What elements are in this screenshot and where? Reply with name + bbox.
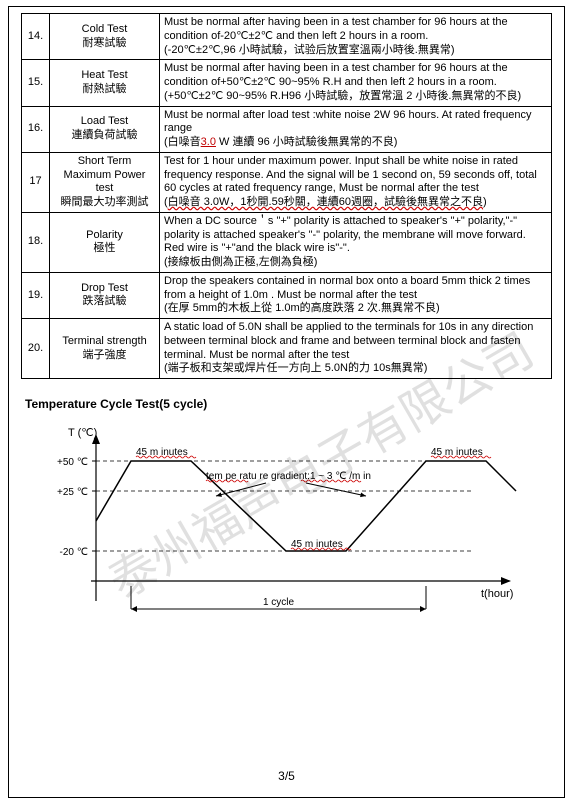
row-title: Terminal strength端子強度 xyxy=(50,319,160,379)
svg-text:1 cycle: 1 cycle xyxy=(263,597,295,608)
page-number: 3/5 xyxy=(9,769,564,783)
svg-text:-20 ℃: -20 ℃ xyxy=(60,547,88,558)
row-number: 16. xyxy=(22,106,50,152)
row-title: Polarity極性 xyxy=(50,212,160,272)
row-title: Heat Test耐熱試驗 xyxy=(50,60,160,106)
svg-text:+50 ℃: +50 ℃ xyxy=(57,457,88,468)
row-desc: Test for 1 hour under maximum power. Inp… xyxy=(160,152,552,212)
row-desc: Must be normal after having been in a te… xyxy=(160,14,552,60)
row-desc: Must be normal after load test :white no… xyxy=(160,106,552,152)
row-number: 19. xyxy=(22,272,50,318)
row-title: Short Term Maximum Power test瞬間最大功率測試 xyxy=(50,152,160,212)
row-number: 20. xyxy=(22,319,50,379)
row-title: Drop Test跌落試驗 xyxy=(50,272,160,318)
chart-title: Temperature Cycle Test(5 cycle) xyxy=(25,397,552,411)
row-title: Load Test連續負荷試驗 xyxy=(50,106,160,152)
row-desc: When a DC source＇s "+" polarity is attac… xyxy=(160,212,552,272)
temperature-cycle-chart: T (℃)t(hour)+50 ℃+25 ℃-20 ℃45 m inutes45… xyxy=(41,421,541,681)
svg-text:t(hour): t(hour) xyxy=(481,588,513,600)
row-number: 14. xyxy=(22,14,50,60)
svg-text:+25 ℃: +25 ℃ xyxy=(57,487,88,498)
row-desc: Drop the speakers contained in normal bo… xyxy=(160,272,552,318)
row-desc: Must be normal after having been in a te… xyxy=(160,60,552,106)
row-desc: A static load of 5.0N shall be applied t… xyxy=(160,319,552,379)
row-number: 18. xyxy=(22,212,50,272)
spec-table: 14.Cold Test耐寒試驗Must be normal after hav… xyxy=(21,13,552,379)
row-number: 17 xyxy=(22,152,50,212)
svg-text:T (℃): T (℃) xyxy=(68,427,97,439)
row-title: Cold Test耐寒試驗 xyxy=(50,14,160,60)
row-number: 15. xyxy=(22,60,50,106)
